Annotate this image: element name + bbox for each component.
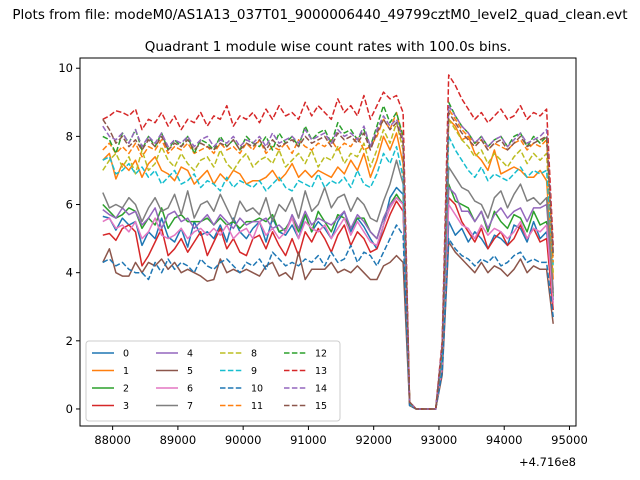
- legend-label-12: 12: [315, 349, 327, 360]
- series-line-14: [102, 104, 554, 410]
- legend-box: [85, 340, 341, 422]
- legend-label-7: 7: [187, 401, 193, 412]
- series-line-13: [102, 74, 554, 410]
- series-line-12: [102, 101, 554, 410]
- legend-label-2: 2: [123, 384, 129, 395]
- x-tick-label: 91000: [290, 433, 327, 447]
- chart-title: Quadrant 1 module wise count rates with …: [145, 39, 511, 55]
- x-axis: 88000 89000 90000 91000 92000 93000 94000 95000: [94, 426, 588, 447]
- series-line-8: [102, 118, 554, 410]
- y-tick-label: 2: [66, 334, 73, 348]
- x-tick-label: 95000: [551, 433, 588, 447]
- series-line-6: [102, 196, 554, 410]
- series-line-15: [102, 111, 554, 410]
- series-line-5: [102, 241, 554, 410]
- y-axis: 0 2 4 6 8 10: [58, 61, 80, 416]
- legend-label-15: 15: [315, 401, 327, 412]
- x-tick-label: 92000: [355, 433, 392, 447]
- figure-suptitle: Plots from file: modeM0/AS1A13_037T01_90…: [12, 7, 627, 23]
- x-tick-label: 93000: [421, 433, 458, 447]
- y-tick-label: 4: [66, 266, 73, 280]
- legend-label-10: 10: [251, 384, 263, 395]
- series-line-7: [102, 159, 554, 410]
- series-line-1: [102, 118, 554, 410]
- legend-label-1: 1: [123, 366, 129, 377]
- series-line-9: [102, 135, 554, 410]
- x-tick-label: 90000: [225, 433, 262, 447]
- y-tick-label: 8: [66, 129, 73, 143]
- legend-label-13: 13: [315, 366, 327, 377]
- legend-label-6: 6: [187, 384, 193, 395]
- x-offset-label: +4.716e8: [519, 455, 576, 469]
- x-tick-label: 94000: [486, 433, 523, 447]
- series-lines: [102, 74, 554, 410]
- legend-label-9: 9: [251, 366, 257, 377]
- series-line-3: [102, 196, 554, 410]
- legend-label-8: 8: [251, 349, 257, 360]
- y-tick-label: 10: [58, 61, 73, 75]
- legend-label-0: 0: [123, 349, 129, 360]
- legend-label-14: 14: [315, 384, 327, 395]
- y-tick-label: 6: [66, 198, 73, 212]
- plot-frame: [79, 57, 577, 427]
- x-tick-label: 89000: [160, 433, 197, 447]
- series-line-11: [102, 108, 554, 410]
- y-tick-label: 0: [66, 402, 73, 416]
- x-tick-label: 88000: [94, 433, 131, 447]
- series-line-4: [102, 186, 554, 410]
- legend-label-5: 5: [187, 366, 193, 377]
- legend-label-3: 3: [123, 401, 129, 412]
- plot-area: [79, 57, 577, 427]
- legend-label-11: 11: [251, 401, 263, 412]
- legend-label-4: 4: [187, 349, 193, 360]
- series-line-10: [102, 224, 554, 410]
